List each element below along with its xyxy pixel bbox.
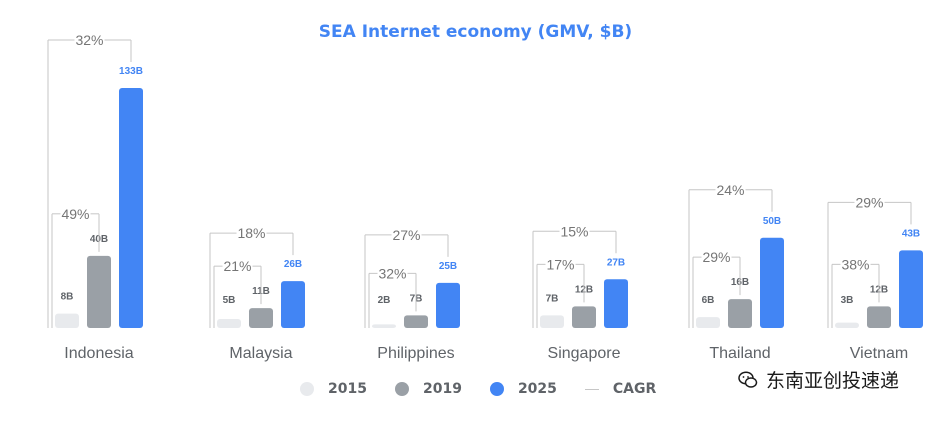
bar-vietnam-2025	[899, 250, 923, 328]
bar-thailand-2019	[728, 299, 752, 328]
value-label-vietnam-2025: 43B	[902, 228, 920, 239]
category-label-vietnam: Vietnam	[850, 345, 908, 362]
cagr-bracket-small-philippines	[368, 273, 417, 328]
cagr-label-large-vietnam: 29%	[855, 194, 883, 210]
legend-swatch-cagr	[584, 388, 599, 390]
value-label-malaysia-2015: 5B	[223, 295, 236, 306]
cagr-label-large-singapore: 15%	[560, 223, 588, 239]
cagr-label-large-malaysia: 18%	[237, 225, 265, 241]
cagr-label-small-philippines: 32%	[378, 265, 406, 281]
category-label-malaysia: Malaysia	[229, 345, 292, 362]
cagr-label-large-indonesia: 32%	[75, 32, 103, 48]
category-label-philippines: Philippines	[377, 345, 454, 362]
bar-malaysia-2015	[217, 318, 241, 328]
cagr-label-large-thailand: 24%	[716, 182, 744, 198]
legend-label-2025: 2025	[517, 381, 557, 397]
bar-indonesia-2025	[119, 88, 143, 328]
legend-item-2025: 2025	[489, 381, 557, 397]
bar-vietnam-2015	[835, 322, 859, 328]
category-label-thailand: Thailand	[709, 345, 770, 362]
cagr-label-large-philippines: 27%	[392, 227, 420, 243]
cagr-bracket-small-singapore	[536, 264, 585, 328]
chart-title: SEA Internet economy (GMV, $B)	[318, 22, 633, 42]
legend-swatch-2025	[489, 382, 504, 396]
value-label-indonesia-2015: 8B	[61, 292, 74, 303]
bar-philippines-2015	[372, 324, 396, 328]
cagr-bracket-large-vietnam	[827, 202, 912, 328]
category-label-singapore: Singapore	[548, 345, 621, 362]
cagr-label-small-thailand: 29%	[702, 249, 730, 265]
category-label-indonesia: Indonesia	[64, 345, 133, 362]
watermark-text: 东南亚创投速递	[766, 370, 900, 392]
value-label-vietnam-2015: 3B	[841, 295, 854, 306]
cagr-label-small-singapore: 17%	[546, 256, 574, 272]
legend-swatch-2015	[300, 382, 314, 396]
cagr-bracket-large-singapore	[532, 231, 617, 328]
bar-philippines-2019	[404, 315, 428, 328]
chart-legend: 2015 2019 2025 CAGR	[300, 378, 684, 400]
watermark: 东南亚创投速递	[738, 366, 899, 393]
cagr-label-small-vietnam: 38%	[841, 256, 869, 272]
legend-item-2015: 2015	[300, 381, 367, 397]
value-label-malaysia-2025: 26B	[284, 259, 302, 270]
bar-singapore-2015	[540, 315, 564, 328]
value-label-singapore-2015: 7B	[546, 293, 559, 304]
legend-item-cagr: CAGR	[584, 381, 657, 397]
cagr-bracket-large-thailand	[688, 189, 773, 328]
value-label-thailand-2015: 6B	[702, 295, 715, 306]
bar-singapore-2025	[604, 279, 628, 328]
bar-malaysia-2025	[281, 281, 305, 328]
bar-indonesia-2019	[87, 255, 111, 328]
cagr-bracket-small-malaysia	[213, 266, 262, 328]
bar-philippines-2025	[436, 282, 460, 328]
value-label-indonesia-2025: 133B	[119, 66, 143, 77]
cagr-bracket-small-thailand	[692, 257, 741, 328]
cagr-label-small-indonesia: 49%	[61, 206, 89, 222]
value-label-thailand-2025: 50B	[763, 216, 781, 227]
legend-swatch-2019	[394, 382, 409, 396]
bar-singapore-2019	[572, 306, 596, 328]
bar-vietnam-2019	[867, 306, 891, 328]
value-label-singapore-2025: 27B	[607, 257, 625, 268]
wechat-icon	[738, 370, 758, 388]
cagr-bracket-small-indonesia	[51, 213, 100, 328]
legend-label-2015: 2015	[328, 381, 367, 397]
legend-item-2019: 2019	[394, 381, 462, 397]
cagr-bracket-large-indonesia	[47, 40, 132, 328]
value-label-philippines-2015: 2B	[378, 295, 391, 306]
cagr-bracket-small-vietnam	[831, 264, 880, 328]
bar-thailand-2015	[696, 317, 720, 328]
cagr-bracket-large-philippines	[364, 234, 449, 328]
legend-label-cagr: CAGR	[612, 381, 657, 397]
value-label-philippines-2025: 25B	[439, 261, 457, 272]
cagr-label-small-malaysia: 21%	[223, 258, 251, 274]
cagr-bracket-large-malaysia	[209, 233, 294, 328]
bar-thailand-2025	[760, 237, 784, 328]
bar-malaysia-2019	[249, 308, 273, 328]
legend-label-2019: 2019	[422, 381, 462, 397]
bar-indonesia-2015	[55, 313, 79, 328]
